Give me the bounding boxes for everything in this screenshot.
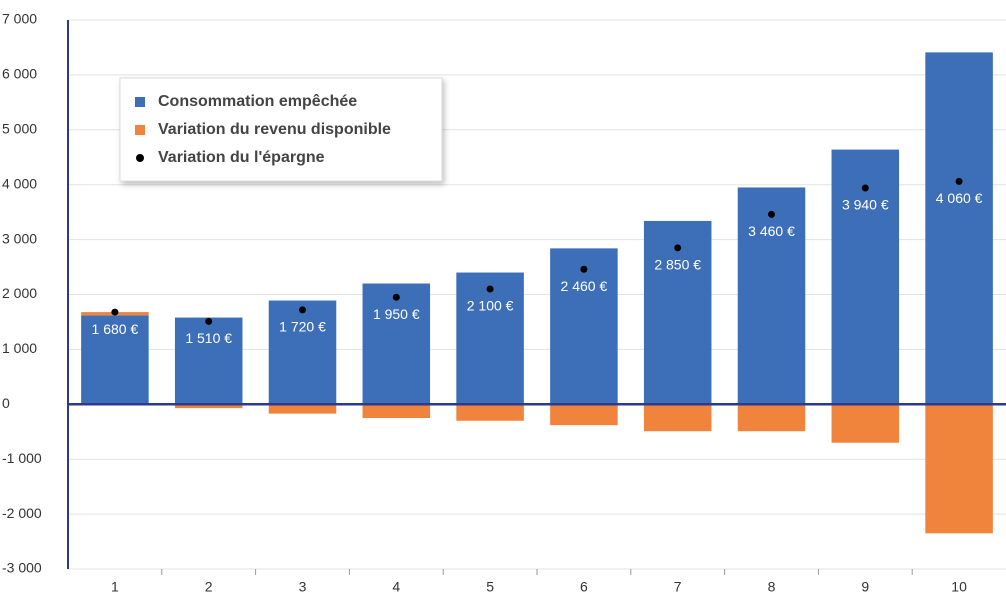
legend-marker: [135, 97, 145, 107]
dot: [580, 265, 588, 273]
bar: [268, 404, 337, 414]
bar: [925, 52, 993, 405]
bar: [831, 149, 900, 405]
dot: [486, 285, 494, 293]
data-label: 2 850 €: [654, 257, 701, 273]
data-label: 3 460 €: [748, 223, 795, 239]
y-tick-label: 1 000: [2, 340, 37, 356]
bar: [737, 187, 806, 405]
x-tick-label: 10: [951, 579, 967, 595]
y-tick-label: -3 000: [2, 560, 42, 576]
data-label: 1 680 €: [92, 321, 139, 337]
data-label: 1 950 €: [373, 306, 420, 322]
dot: [955, 177, 963, 185]
x-tick-label: 6: [580, 579, 588, 595]
y-tick-label: -2 000: [2, 505, 42, 521]
x-tick-label: 3: [299, 579, 307, 595]
y-tick-label: 2 000: [2, 285, 37, 301]
bar: [925, 404, 993, 534]
legend-box: [119, 77, 443, 182]
bar: [174, 404, 243, 409]
legend-label: Variation du l'épargne: [158, 149, 325, 166]
dot: [674, 244, 682, 252]
bar: [362, 283, 431, 405]
data-label: 4 060 €: [936, 190, 983, 206]
x-tick-label: 5: [486, 579, 494, 595]
bar: [737, 404, 806, 432]
data-label: 1 510 €: [185, 330, 232, 346]
dot: [205, 317, 213, 325]
x-tick-label: 7: [674, 579, 682, 595]
bar: [81, 315, 149, 405]
bar: [456, 272, 524, 405]
dot: [861, 184, 869, 192]
data-label: 2 100 €: [467, 298, 514, 314]
bar: [550, 248, 618, 405]
data-label: 1 720 €: [279, 319, 326, 335]
x-tick-label: 4: [392, 579, 400, 595]
x-tick-label: 8: [768, 579, 776, 595]
data-label: 3 940 €: [842, 197, 889, 213]
y-tick-label: 4 000: [2, 175, 37, 191]
legend-label: Consommation empêchée: [158, 93, 357, 110]
bar: [456, 404, 524, 421]
bar: [643, 404, 712, 432]
data-label: 2 460 €: [561, 278, 608, 294]
bar: [643, 220, 712, 405]
dot: [392, 293, 400, 301]
legend-marker: [135, 125, 145, 135]
bar: [550, 404, 618, 426]
x-tick-label: 2: [205, 579, 213, 595]
bar: [831, 404, 900, 443]
dot: [299, 306, 306, 314]
x-tick-label: 1: [111, 579, 119, 595]
y-tick-label: 7 000: [2, 11, 37, 27]
y-tick-label: 6 000: [2, 66, 37, 82]
dot: [111, 308, 119, 316]
bar: [174, 317, 243, 405]
y-tick-label: -1 000: [2, 450, 42, 466]
y-tick-label: 0: [2, 395, 10, 411]
y-tick-label: 5 000: [2, 121, 37, 137]
legend-label: Variation du revenu disponible: [158, 121, 391, 138]
dot: [768, 210, 775, 218]
y-tick-label: 3 000: [2, 230, 37, 246]
x-tick-label: 9: [861, 579, 869, 595]
legend-marker: [136, 154, 144, 162]
bar: [268, 300, 337, 405]
bar: [362, 404, 431, 419]
